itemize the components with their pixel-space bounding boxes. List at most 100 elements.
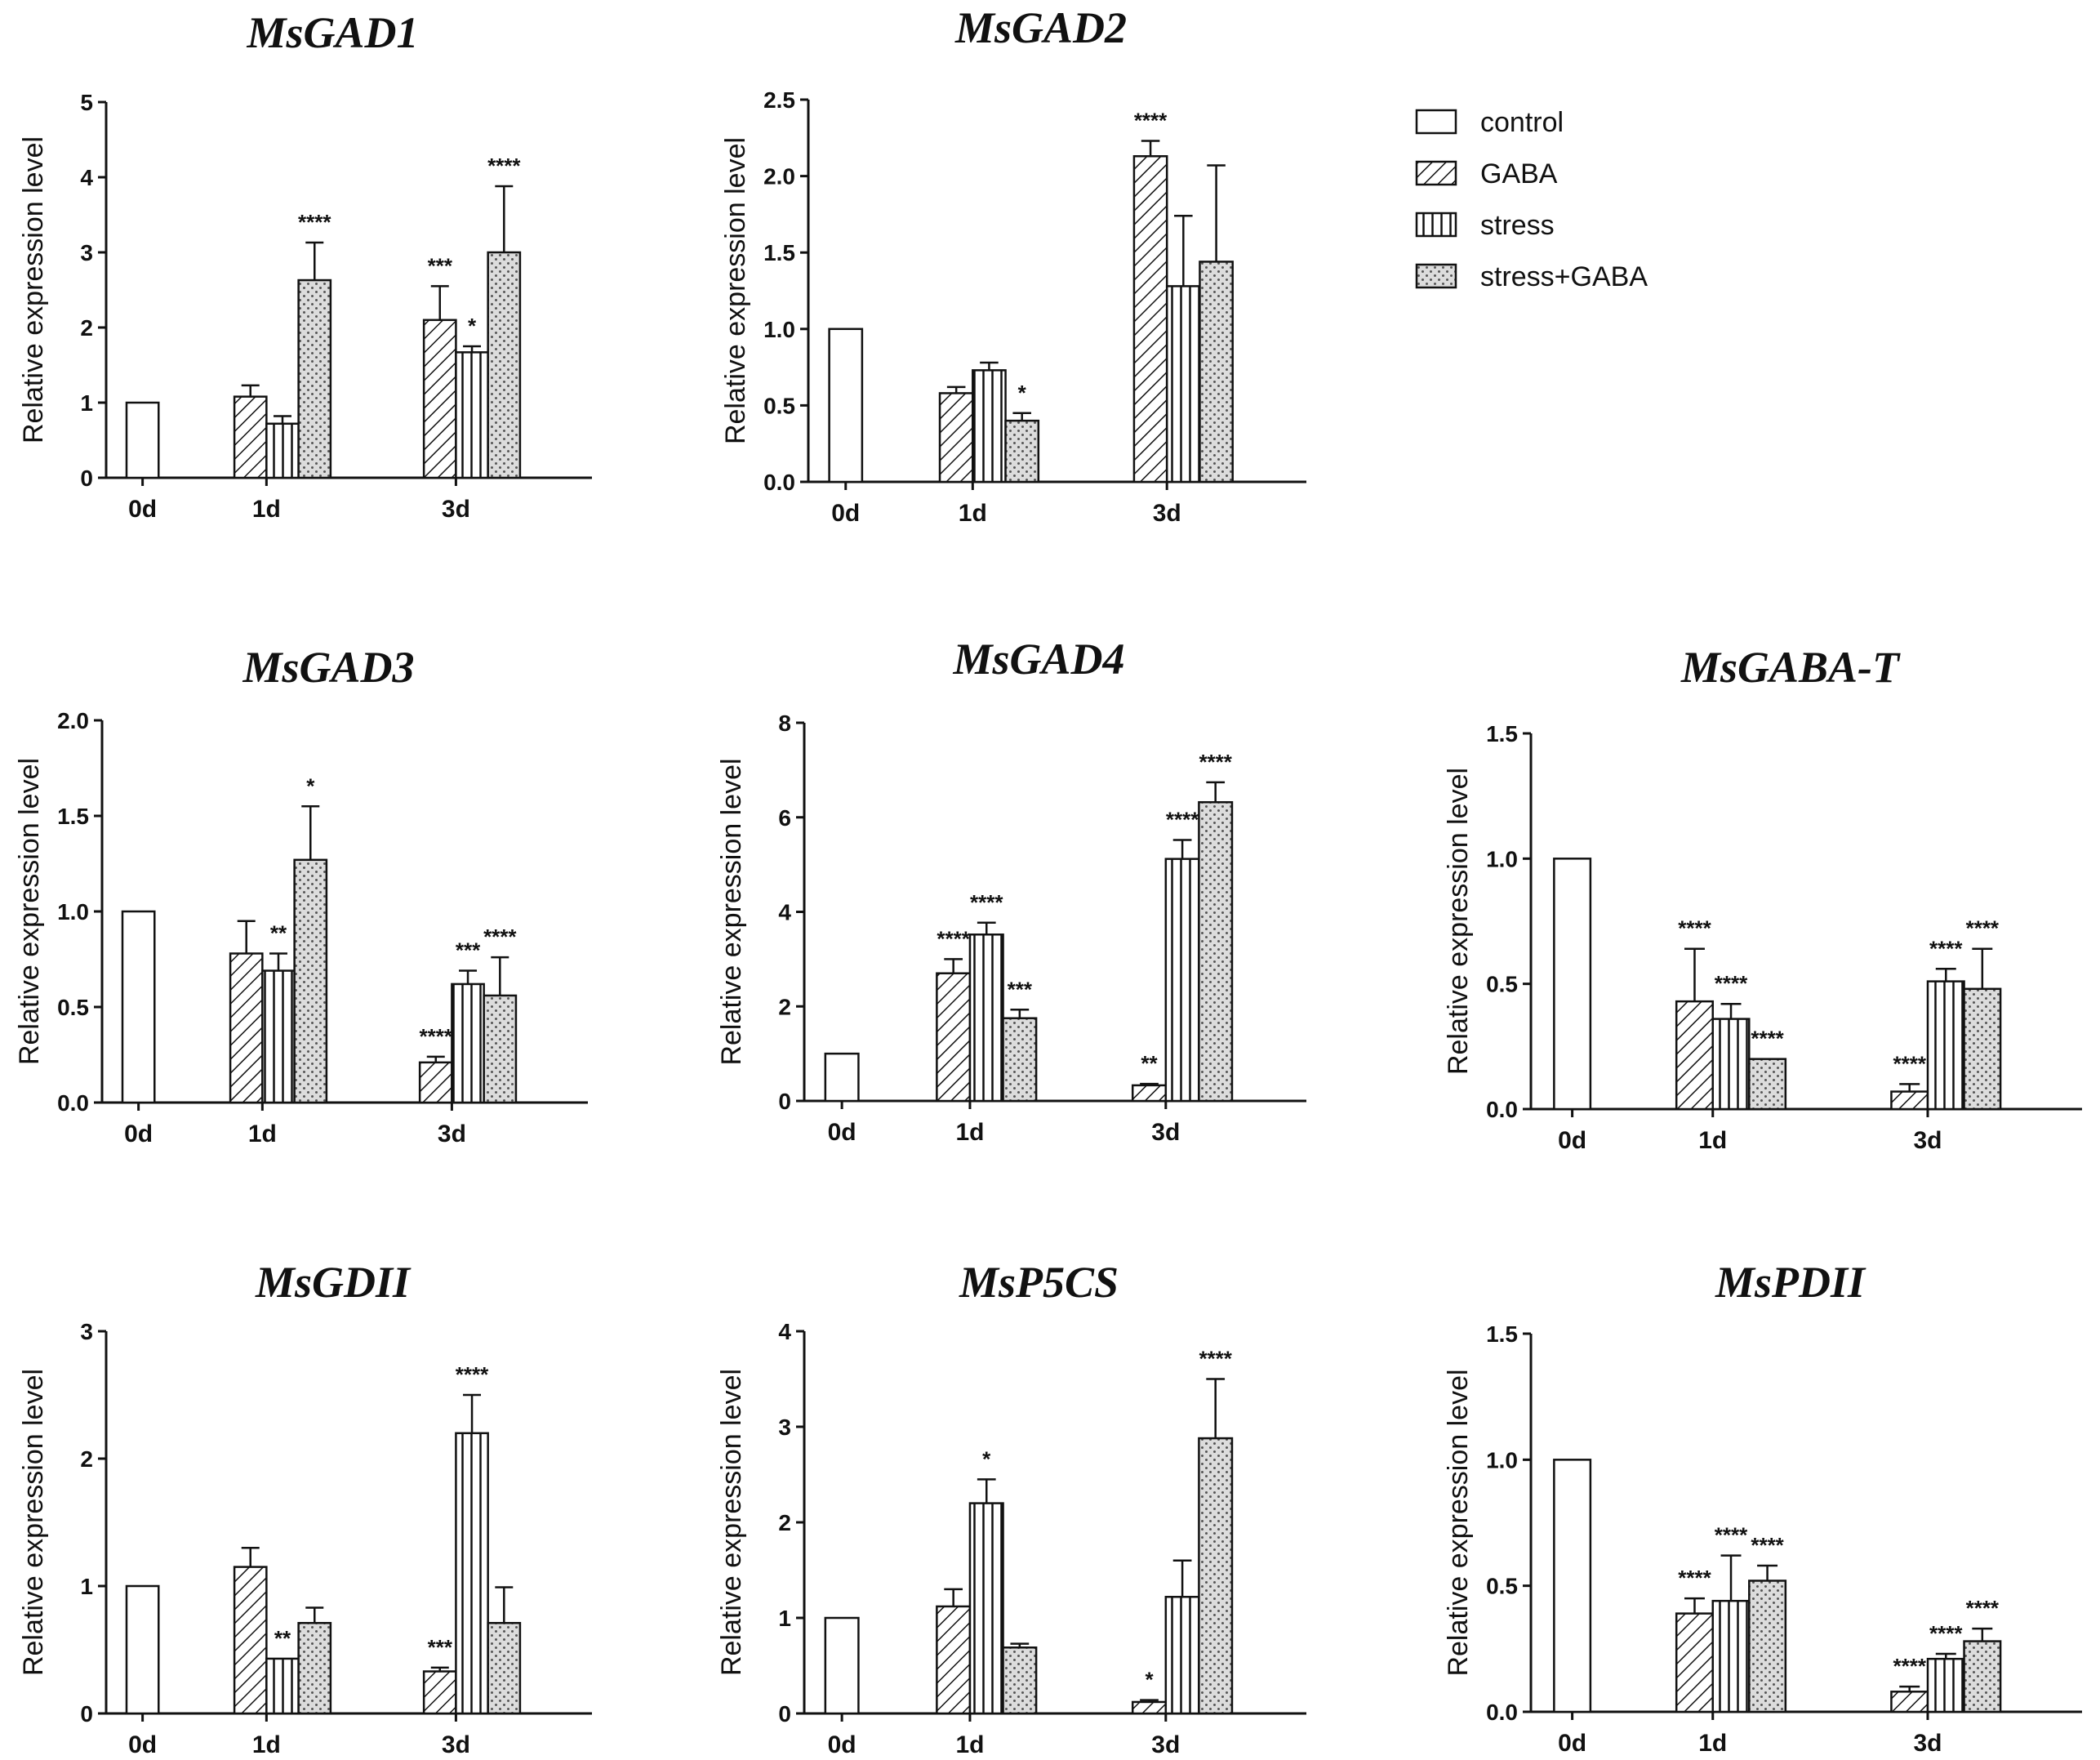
y-axis-label: Relative expression level — [1443, 1369, 1474, 1676]
error-bar — [977, 1478, 996, 1504]
chart-title: MsPDII — [1715, 1258, 1866, 1307]
significance-label: * — [1145, 1668, 1154, 1692]
significance-label: *** — [456, 938, 481, 963]
error-bar — [463, 345, 482, 353]
legend-swatch — [1415, 263, 1457, 289]
bar-stress-1d — [261, 969, 296, 1104]
chart-title: MsGDII — [255, 1258, 412, 1307]
significance-label: *** — [428, 1635, 453, 1660]
y-tick-label: 1.0 — [1486, 1447, 1518, 1473]
significance-label: **** — [1134, 109, 1168, 133]
x-tick-label: 3d — [1151, 1119, 1180, 1146]
error-bar — [1206, 781, 1226, 803]
legend-label: stress — [1480, 210, 1555, 241]
bar-control-0d — [1553, 858, 1592, 1111]
error-bar — [1720, 1002, 1742, 1019]
bar-stress-3d — [1164, 858, 1200, 1103]
significance-label: **** — [970, 890, 1003, 915]
x-tick-label: 0d — [1558, 1127, 1586, 1154]
significance-label: **** — [1199, 1347, 1232, 1371]
y-tick-label: 1 — [80, 390, 93, 416]
y-tick-label: 2.0 — [57, 708, 89, 733]
chart-panel-msgad1: MsGAD1 Relative expression level 0 1 2 3 4 5 0d 1… — [18, 8, 592, 523]
legend-label: stress+GABA — [1480, 261, 1648, 292]
significance-label: **** — [1929, 936, 1963, 960]
bar-stress-gaba-3d — [483, 994, 518, 1104]
significance-label: **** — [483, 925, 517, 949]
bar-stress-gaba-3d — [487, 1621, 522, 1715]
y-tick-label: 3 — [80, 1319, 93, 1344]
significance-label: **** — [1893, 1051, 1926, 1076]
significance-label: **** — [1966, 916, 2000, 941]
error-bar — [944, 958, 963, 974]
chart-panel-msgad4: MsGAD4 Relative expression level 0 2 4 6 8 0d 1d… — [716, 635, 1306, 1146]
chart-title: MsGABA-T — [1680, 643, 1901, 692]
y-tick-label: 2 — [778, 1510, 791, 1535]
x-tick-label: 1d — [1698, 1127, 1727, 1154]
bar-stress-gaba-1d — [297, 278, 332, 479]
significance-label: ** — [1141, 1051, 1158, 1076]
error-bar — [1172, 1559, 1192, 1597]
x-tick-label: 0d — [128, 496, 157, 523]
error-bar — [1207, 164, 1226, 262]
y-tick-label: 1 — [778, 1606, 791, 1631]
y-tick-label: 0.0 — [1486, 1700, 1518, 1725]
x-tick-label: 1d — [1698, 1730, 1727, 1757]
error-bar — [1972, 1627, 1993, 1642]
x-tick-label: 3d — [438, 1121, 466, 1147]
y-tick-label: 8 — [778, 711, 791, 736]
significance-label: **** — [937, 926, 970, 951]
significance-label: * — [1018, 381, 1027, 405]
bar-stress-1d — [968, 1502, 1004, 1715]
significance-label: **** — [1678, 1566, 1711, 1590]
chart-panel-msgaba-t: MsGABA-T Relative expression level 0.0 0.5 1… — [1443, 643, 2082, 1154]
x-tick-label: 0d — [124, 1121, 153, 1147]
chart-title: MsGAD2 — [954, 3, 1127, 52]
error-bar — [1684, 947, 1705, 1002]
y-tick-label: 1.5 — [57, 804, 89, 829]
bar-gaba-1d — [233, 395, 268, 479]
x-tick-label: 3d — [442, 496, 470, 523]
significance-label: **** — [1678, 916, 1711, 941]
y-tick-label: 0.0 — [763, 470, 795, 495]
significance-label: **** — [1751, 1027, 1784, 1051]
y-axis-label: Relative expression level — [720, 137, 751, 444]
bar-gaba-3d — [422, 1670, 457, 1715]
bar-stress-3d — [455, 351, 489, 479]
x-tick-label: 1d — [959, 500, 987, 527]
bar-stress-gaba-3d — [487, 251, 522, 479]
bar-stress-3d — [1164, 1596, 1200, 1715]
error-bar — [1720, 1554, 1742, 1602]
bar-gaba-3d — [1132, 155, 1168, 483]
error-bar — [1010, 1642, 1030, 1648]
y-tick-label: 0.5 — [1486, 972, 1518, 997]
y-tick-label: 3 — [80, 240, 93, 265]
bar-stress-gaba-1d — [293, 858, 328, 1104]
bar-control-0d — [125, 1584, 160, 1715]
error-bar — [237, 920, 256, 954]
bar-control-0d — [121, 910, 156, 1104]
significance-label: * — [468, 314, 477, 338]
x-tick-label: 0d — [128, 1731, 157, 1758]
significance-label: *** — [428, 253, 453, 278]
bar-control-0d — [824, 1052, 860, 1103]
bar-stress-1d — [265, 1657, 300, 1715]
bar-stress-gaba-1d — [1004, 419, 1040, 483]
bar-stress-3d — [1926, 1657, 1965, 1713]
legend-label: GABA — [1480, 158, 1558, 189]
bar-stress-3d — [451, 982, 485, 1104]
x-tick-label: 3d — [442, 1731, 470, 1758]
bar-gaba-3d — [1131, 1084, 1168, 1103]
error-bar — [1174, 215, 1193, 287]
y-tick-label: 1.5 — [1486, 721, 1518, 746]
y-axis-label: Relative expression level — [18, 1369, 49, 1676]
error-bar — [426, 1055, 445, 1063]
bar-stress-gaba-3d — [1199, 261, 1234, 483]
y-tick-label: 2.0 — [763, 164, 795, 189]
chart-title: MsGAD4 — [952, 635, 1124, 684]
bar-control-0d — [1553, 1459, 1592, 1713]
bar-control-0d — [125, 401, 160, 479]
significance-label: **** — [487, 154, 521, 178]
x-tick-label: 0d — [828, 1119, 856, 1146]
bar-control-0d — [828, 327, 864, 483]
